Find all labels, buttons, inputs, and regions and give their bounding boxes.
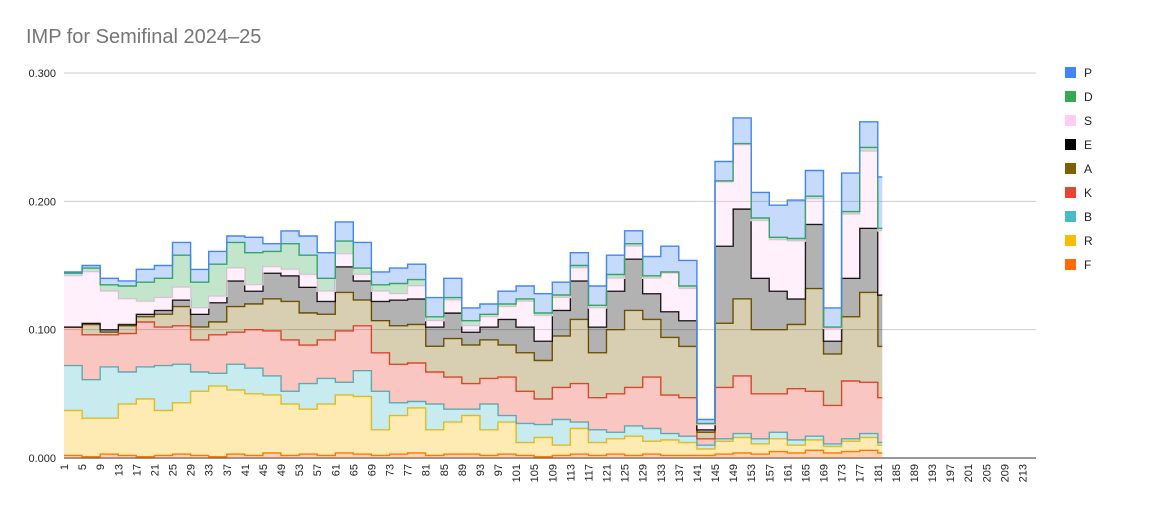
series-line-A [64,287,883,433]
legend-swatch-D [1065,91,1076,102]
x-tick-label: 153 [746,464,758,482]
x-tick-label: 53 [294,464,306,476]
x-tick-label: 117 [583,464,595,482]
x-tick-label: 25 [168,464,180,476]
x-tick-label: 65 [348,464,360,476]
y-tick-label: 0.000 [28,453,56,465]
legend-swatch-R [1065,235,1076,246]
legend-label-R: R [1084,234,1093,248]
x-tick-label: 41 [240,464,252,476]
series-line-B [64,363,883,446]
x-tick-label: 57 [312,464,324,476]
x-tick-label: 173 [837,464,849,482]
x-tick-label: 69 [366,464,378,476]
x-tick-label: 101 [511,464,523,482]
legend-label-D: D [1084,90,1093,104]
legend-label-B: B [1084,210,1092,224]
x-tick-label: 5 [77,464,89,470]
x-tick-label: 113 [565,464,577,482]
x-tick-label: 17 [131,464,143,476]
x-tick-label: 145 [710,464,722,482]
axes: 0.000 0.100 0.200 0.300 1 5 9 13 17 21 25 29 33 37 41 4… [28,68,1029,482]
series-area-B [64,364,883,449]
x-tick-label: 181 [873,464,885,482]
legend-swatch-S [1065,115,1076,126]
x-tick-label: 9 [95,464,107,470]
x-tick-label: 85 [439,464,451,476]
legend-label-E: E [1084,138,1092,152]
x-tick-label: 49 [276,464,288,476]
stacked-areas [64,117,883,458]
x-tick-label: 193 [927,464,939,482]
x-tick-label: 89 [457,464,469,476]
series-line-K [64,321,883,440]
legend-swatch-A [1065,163,1076,174]
series-line-R [64,385,883,450]
x-tick-label: 21 [149,464,161,476]
x-tick-label: 137 [674,464,686,482]
x-tick-label: 81 [421,464,433,476]
x-tick-label: 29 [186,464,198,476]
x-tick-label: 33 [204,464,216,476]
legend-swatch-F [1065,259,1076,270]
x-tick-label: 129 [638,464,650,482]
x-tick-label: 189 [909,464,921,482]
y-tick-label: 0.100 [28,325,56,337]
series-line-E [64,208,883,431]
legend-label-F: F [1084,258,1091,272]
x-tick-label: 165 [800,464,812,482]
x-tick-label: 37 [222,464,234,476]
legend-label-S: S [1084,114,1092,128]
x-tick-label: 109 [547,464,559,482]
legend-label-A: A [1084,162,1092,176]
series-area-R [64,386,883,457]
legend-swatch-B [1065,211,1076,222]
x-tick-label: 201 [963,464,975,482]
legend-swatch-E [1065,139,1076,150]
series-area-A [64,288,883,439]
x-tick-label: 97 [493,464,505,476]
x-tick-label: 45 [258,464,270,476]
gridlines [64,72,1036,459]
x-tick-label: 105 [529,464,541,482]
y-tick-label: 0.200 [28,196,56,208]
legend-label-K: K [1084,186,1092,200]
x-tick-label: 169 [819,464,831,482]
x-tick-label: 149 [728,464,740,482]
x-tick-label: 209 [999,464,1011,482]
series-area-E [64,209,883,433]
x-tick-label: 185 [891,464,903,482]
x-tick-label: 61 [330,464,342,476]
x-tick-label: 157 [764,464,776,482]
y-tick-label: 0.300 [28,68,56,80]
x-tick-label: 77 [403,464,415,476]
x-tick-label: 133 [656,464,668,482]
legend-label-P: P [1084,66,1092,80]
legend-swatch-K [1065,187,1076,198]
x-tick-label: 93 [475,464,487,476]
series-line-D [64,142,883,425]
chart-title: IMP for Semifinal 2024–25 [26,26,262,48]
x-tick-label: 213 [1017,464,1029,482]
x-tick-label: 177 [855,464,867,482]
series-line-F [64,449,883,458]
x-tick-label: 141 [692,464,704,482]
x-tick-label: 1 [59,464,71,470]
series-line-P [64,117,883,421]
x-tick-label: 13 [113,464,125,476]
x-tick-label: 197 [945,464,957,482]
x-tick-label: 73 [385,464,397,476]
legend-swatch-P [1065,67,1076,78]
x-tick-label: 205 [981,464,993,482]
x-tick-label: 161 [782,464,794,482]
x-tick-label: 125 [620,464,632,482]
x-tick-label: 121 [602,464,614,482]
